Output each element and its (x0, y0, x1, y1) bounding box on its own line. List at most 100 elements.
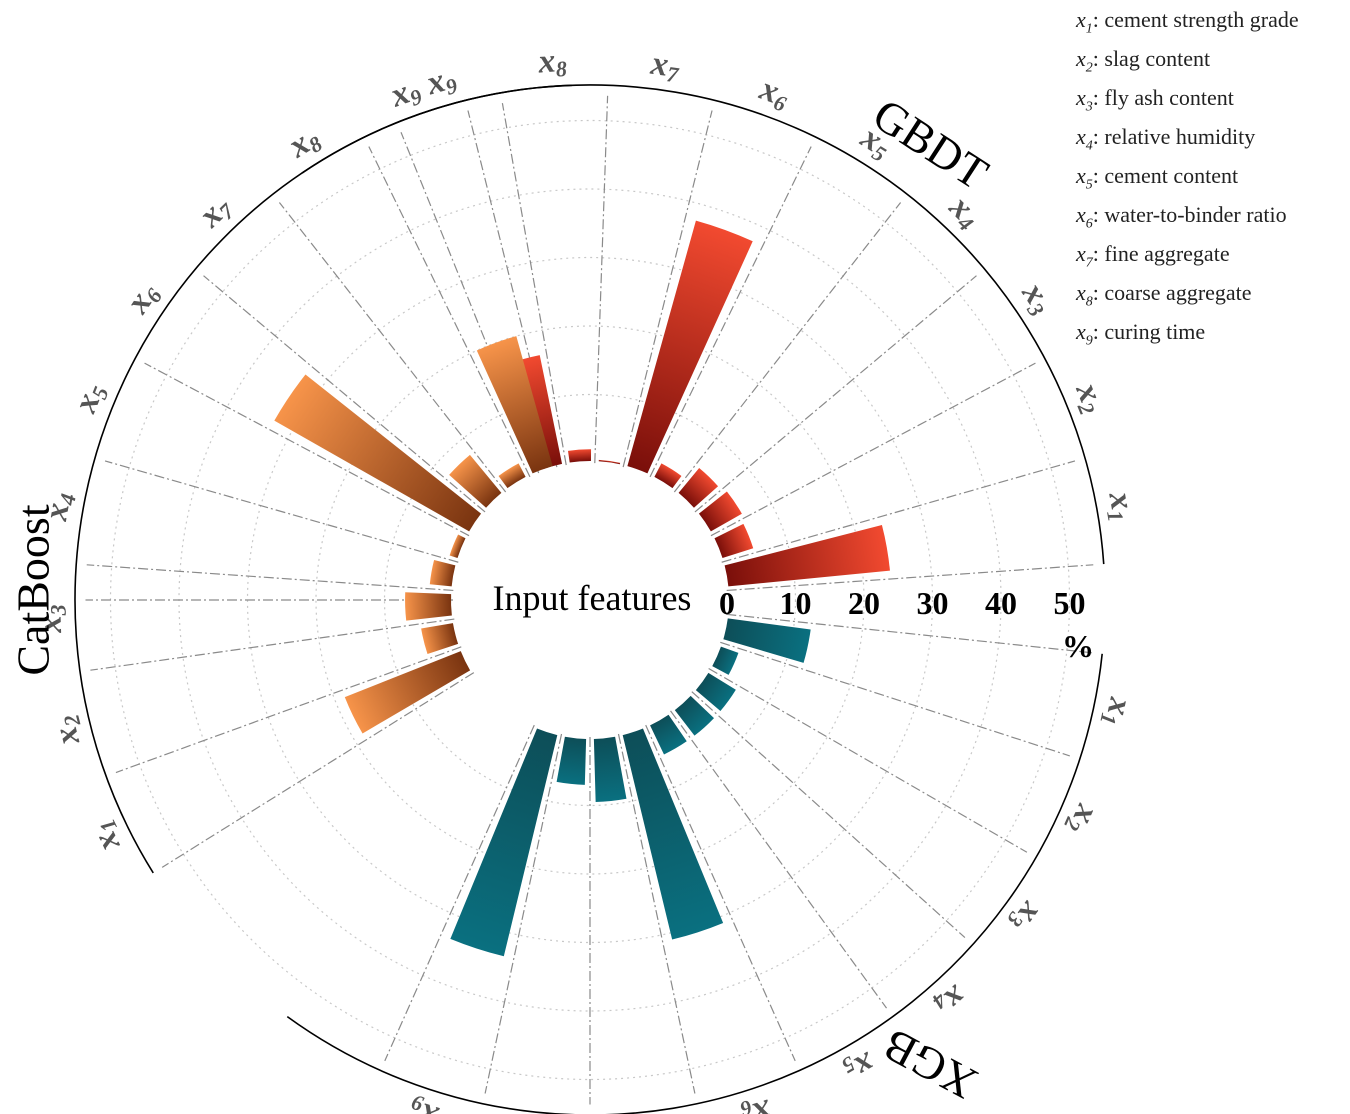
legend-item: x2: slag content (1076, 46, 1211, 76)
feature-label-x6: x6 (737, 1089, 777, 1114)
bars (274, 220, 890, 957)
radial-tick-label: 0 (719, 585, 735, 621)
feature-label-x6: x6 (118, 276, 167, 322)
grid-spoke (622, 110, 713, 468)
radial-tick-label: 20 (848, 585, 880, 621)
grid-spoke (726, 564, 1094, 592)
grid-spoke (594, 95, 609, 464)
bar-gbdt-x5 (654, 463, 682, 489)
grid-spoke (501, 103, 567, 466)
radial-ticks: 0 10 20 30 40 50% (719, 585, 1094, 664)
grid-spoke (649, 146, 812, 478)
legend-item: x5: cement content (1076, 163, 1239, 193)
bar-catboost-x1 (344, 651, 471, 734)
legend-item: x8: coarse aggregate (1076, 280, 1252, 310)
bar-xgb-x5 (650, 714, 687, 755)
bar-xgb-x4 (674, 695, 715, 736)
bar-xgb-x8 (556, 736, 587, 785)
model-arc-catboost (74, 84, 573, 874)
bar-catboost-x6 (274, 374, 482, 532)
bar-catboost-x5 (449, 534, 466, 558)
bar-xgb-x1 (723, 618, 811, 663)
legend-item: x1: cement strength grade (1076, 7, 1299, 37)
bar-gbdt-x3 (698, 491, 742, 532)
grid-spoke (694, 275, 977, 513)
feature-label-x7: x7 (647, 45, 682, 88)
grid-spoke (670, 710, 888, 1009)
bar-gbdt-x7 (598, 459, 621, 465)
grid-spoke (161, 672, 475, 868)
grid-ring (383, 393, 797, 807)
center-label: Input features (493, 578, 692, 618)
bar-catboost-x9 (476, 336, 553, 474)
grid-spoke (691, 691, 966, 939)
model-label-catboost: CatBoost (8, 504, 59, 675)
feature-label-x1: x1 (1099, 488, 1143, 523)
bar-xgb-x2 (712, 646, 739, 675)
grid-spoke (645, 724, 796, 1062)
feature-label-x9: x9 (385, 70, 426, 117)
grid-spoke (104, 460, 459, 563)
radial-tick-label: 30 (917, 585, 949, 621)
unit-label: % (1062, 628, 1094, 664)
legend-item: x6: water-to-binder ratio (1076, 202, 1287, 232)
grid-spoke (726, 613, 1092, 654)
grid-spoke (278, 202, 507, 493)
grid-spoke (710, 362, 1036, 537)
grid-spoke (90, 618, 455, 671)
feature-label-x8: x8 (536, 42, 568, 83)
feature-label-x1: x1 (1095, 693, 1139, 730)
grid-ring (315, 325, 865, 875)
bar-catboost-x8 (498, 463, 526, 489)
legend-item: x9: curing time (1076, 319, 1206, 349)
bar-xgb-x7 (593, 736, 627, 802)
feature-label-x2: x2 (45, 712, 90, 750)
model-arc-xgb (286, 653, 1103, 1114)
feature-label-x8: x8 (281, 119, 326, 168)
legend-item: x3: fly ash content (1076, 85, 1234, 115)
bar-catboost-x4 (429, 559, 456, 587)
bar-gbdt-x8 (567, 449, 592, 463)
bar-gbdt-x6 (627, 220, 753, 474)
grid-spoke (384, 724, 535, 1062)
grid-spoke (484, 733, 563, 1094)
model-label-xgb: XGB (875, 1019, 985, 1110)
feature-label-x1: x1 (82, 815, 130, 858)
grid-spoke (115, 646, 462, 774)
grid-spoke (86, 564, 454, 592)
feature-label-x3: x3 (1012, 275, 1061, 321)
model-label-gbdt: GBDT (864, 88, 997, 199)
feature-label-x9: x9 (404, 1090, 444, 1114)
radial-grid (85, 95, 1094, 1105)
feature-label-x5: x5 (66, 378, 113, 420)
legend-item: x7: fine aggregate (1076, 241, 1230, 271)
model-arcs (74, 84, 1105, 1114)
radial-tick-label: 50 (1054, 585, 1086, 621)
grid-spoke (144, 362, 470, 537)
bar-catboost-x2 (421, 623, 459, 655)
legend: x1: cement strength grade x2: slag conten… (1076, 0, 1299, 351)
bar-xgb-x6 (622, 728, 724, 940)
bar-xgb-x9 (450, 728, 558, 957)
radial-tick-label: 40 (985, 585, 1017, 621)
grid-spoke (708, 667, 1028, 853)
bar-gbdt-x1 (724, 525, 890, 587)
bar-gbdt-x2 (714, 523, 754, 558)
grid-spoke (673, 202, 902, 493)
legend-item: x4: relative humidity (1076, 124, 1256, 154)
bar-gbdt-x4 (678, 468, 719, 508)
feature-label-x2: x2 (1059, 798, 1107, 840)
bar-catboost-x3 (405, 592, 452, 621)
grid-spoke (617, 733, 696, 1094)
bar-xgb-x3 (695, 672, 736, 711)
feature-label-x5: x5 (838, 1042, 883, 1090)
feature-label-x2: x2 (1066, 377, 1113, 419)
bar-catboost-x7 (449, 454, 502, 508)
feature-label-x9: x9 (422, 59, 461, 105)
radial-tick-label: 10 (780, 585, 812, 621)
grid-spoke (368, 146, 531, 478)
feature-label-x6: x6 (754, 70, 795, 117)
grid-spoke (203, 275, 486, 513)
grid-spoke (720, 641, 1070, 757)
